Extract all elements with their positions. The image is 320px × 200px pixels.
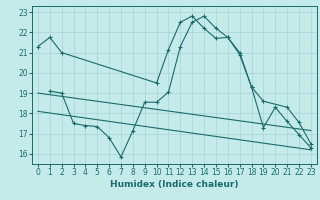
X-axis label: Humidex (Indice chaleur): Humidex (Indice chaleur) bbox=[110, 180, 239, 189]
